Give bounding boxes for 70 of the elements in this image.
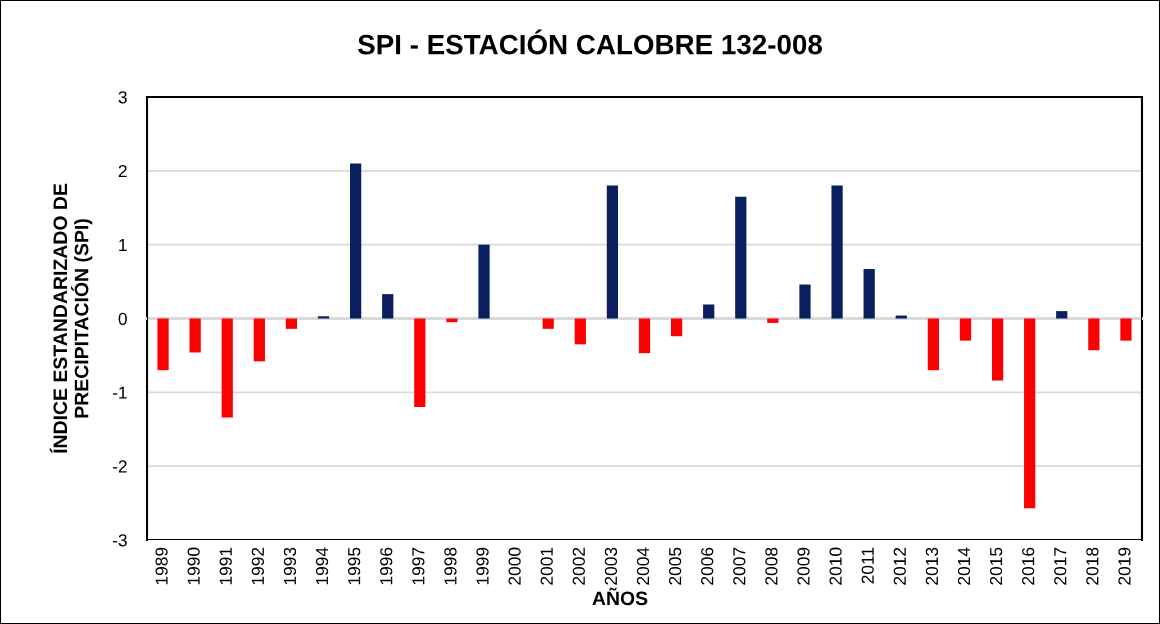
x-tick-label: 2013 bbox=[925, 547, 939, 585]
chart-title: SPI - ESTACIÓN CALOBRE 132-008 bbox=[357, 29, 822, 55]
bar bbox=[285, 318, 298, 329]
x-tick-label: 1991 bbox=[219, 547, 232, 585]
y-tick-label: -2 bbox=[112, 460, 127, 473]
bar bbox=[606, 185, 619, 319]
bar bbox=[799, 284, 811, 319]
bar bbox=[542, 318, 554, 329]
y-tick-label: 2 bbox=[118, 165, 127, 178]
x-tick-label: 1999 bbox=[476, 547, 489, 585]
bar bbox=[574, 318, 586, 345]
bar bbox=[638, 318, 651, 354]
x-tick-label: 2004 bbox=[636, 547, 650, 585]
bar bbox=[1088, 318, 1100, 351]
bar bbox=[189, 318, 201, 353]
x-tick-label: 2018 bbox=[1086, 547, 1099, 585]
bar bbox=[478, 244, 490, 319]
bar bbox=[157, 318, 169, 371]
bar bbox=[735, 196, 747, 319]
x-tick-label: 2009 bbox=[797, 547, 810, 585]
x-tick-label: 1997 bbox=[412, 547, 425, 585]
bar bbox=[253, 318, 265, 362]
bar bbox=[382, 294, 394, 319]
bar bbox=[767, 318, 779, 323]
x-tick-label: 2006 bbox=[701, 547, 714, 585]
x-axis-title: AÑOS bbox=[592, 587, 648, 606]
x-tick-label: 2007 bbox=[733, 547, 746, 585]
bar bbox=[1056, 311, 1068, 319]
x-tick-label: 2012 bbox=[893, 547, 906, 585]
x-tick-label: 2015 bbox=[989, 547, 1003, 585]
y-axis-title: ÍNDICE ESTANDARIZADO DE PRECIPITACIÓN (SPI) bbox=[49, 183, 93, 453]
bar bbox=[350, 163, 362, 319]
x-tick-label: 2010 bbox=[829, 547, 842, 585]
x-tick-label: 1993 bbox=[283, 547, 297, 585]
x-tick-label: 1989 bbox=[155, 547, 168, 585]
x-tick-label: 1992 bbox=[251, 547, 264, 585]
bar bbox=[991, 318, 1004, 381]
x-tick-label: 2005 bbox=[668, 547, 682, 585]
x-tick-label: 1990 bbox=[187, 547, 200, 585]
x-tick-label: 2000 bbox=[508, 547, 521, 585]
bar bbox=[1120, 318, 1132, 341]
bar bbox=[670, 318, 683, 337]
bar bbox=[895, 315, 907, 319]
bar bbox=[221, 318, 233, 418]
x-tick-label: 2011 bbox=[861, 547, 874, 584]
y-tick-label: 0 bbox=[118, 312, 127, 325]
x-tick-label: 1994 bbox=[315, 547, 329, 585]
bar bbox=[414, 318, 426, 408]
y-tick-label: 1 bbox=[119, 239, 127, 251]
bar bbox=[831, 185, 843, 319]
x-tick-label: 2019 bbox=[1118, 547, 1131, 585]
x-tick-label: 2002 bbox=[572, 547, 585, 585]
y-tick-label: 3 bbox=[118, 91, 127, 104]
x-tick-label: 2016 bbox=[1022, 547, 1035, 585]
y-tick-label: -1 bbox=[112, 386, 127, 399]
bar bbox=[317, 316, 330, 319]
x-tick-label: 1998 bbox=[444, 547, 457, 585]
bar bbox=[703, 304, 715, 319]
y-tick-label: -3 bbox=[112, 534, 127, 547]
x-tick-label: 2008 bbox=[765, 547, 778, 585]
x-tick-label: 1995 bbox=[348, 547, 361, 585]
x-tick-label: 2003 bbox=[604, 547, 618, 585]
bar bbox=[959, 318, 972, 341]
x-tick-label: 2001 bbox=[540, 547, 553, 585]
bar bbox=[927, 318, 939, 371]
x-tick-label: 1996 bbox=[380, 547, 393, 585]
x-tick-label: 2014 bbox=[957, 547, 971, 585]
bar bbox=[1024, 318, 1036, 509]
x-tick-label: 2017 bbox=[1054, 547, 1067, 585]
bar bbox=[863, 269, 875, 319]
